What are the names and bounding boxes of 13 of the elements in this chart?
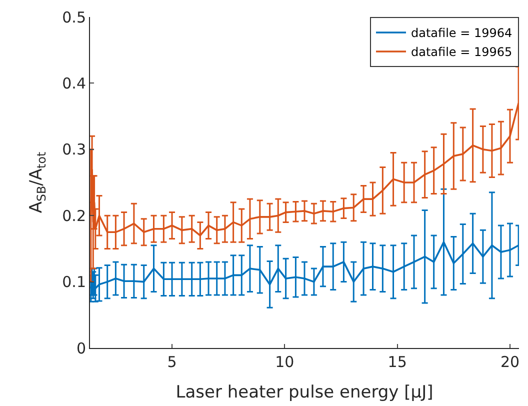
y-tick-label: 0.3 (62, 140, 86, 159)
x-tick-label: 20 (500, 353, 520, 371)
legend-label: datafile = 19965 (411, 45, 512, 60)
y-tick-label: 0.4 (62, 74, 86, 92)
x-tick-label: 10 (275, 353, 294, 371)
x-tick-label: 5 (167, 353, 177, 371)
y-tick-label: 0.1 (62, 273, 86, 292)
y-tick-label: 0.5 (62, 8, 86, 26)
legend-label: datafile = 19964 (411, 26, 512, 40)
y-tick-label: 0 (76, 339, 86, 358)
x-tick-label: 15 (388, 353, 407, 371)
y-tick-label: 0.2 (62, 206, 86, 225)
x-axis-title: Laser heater pulse energy [μJ] (176, 382, 434, 402)
